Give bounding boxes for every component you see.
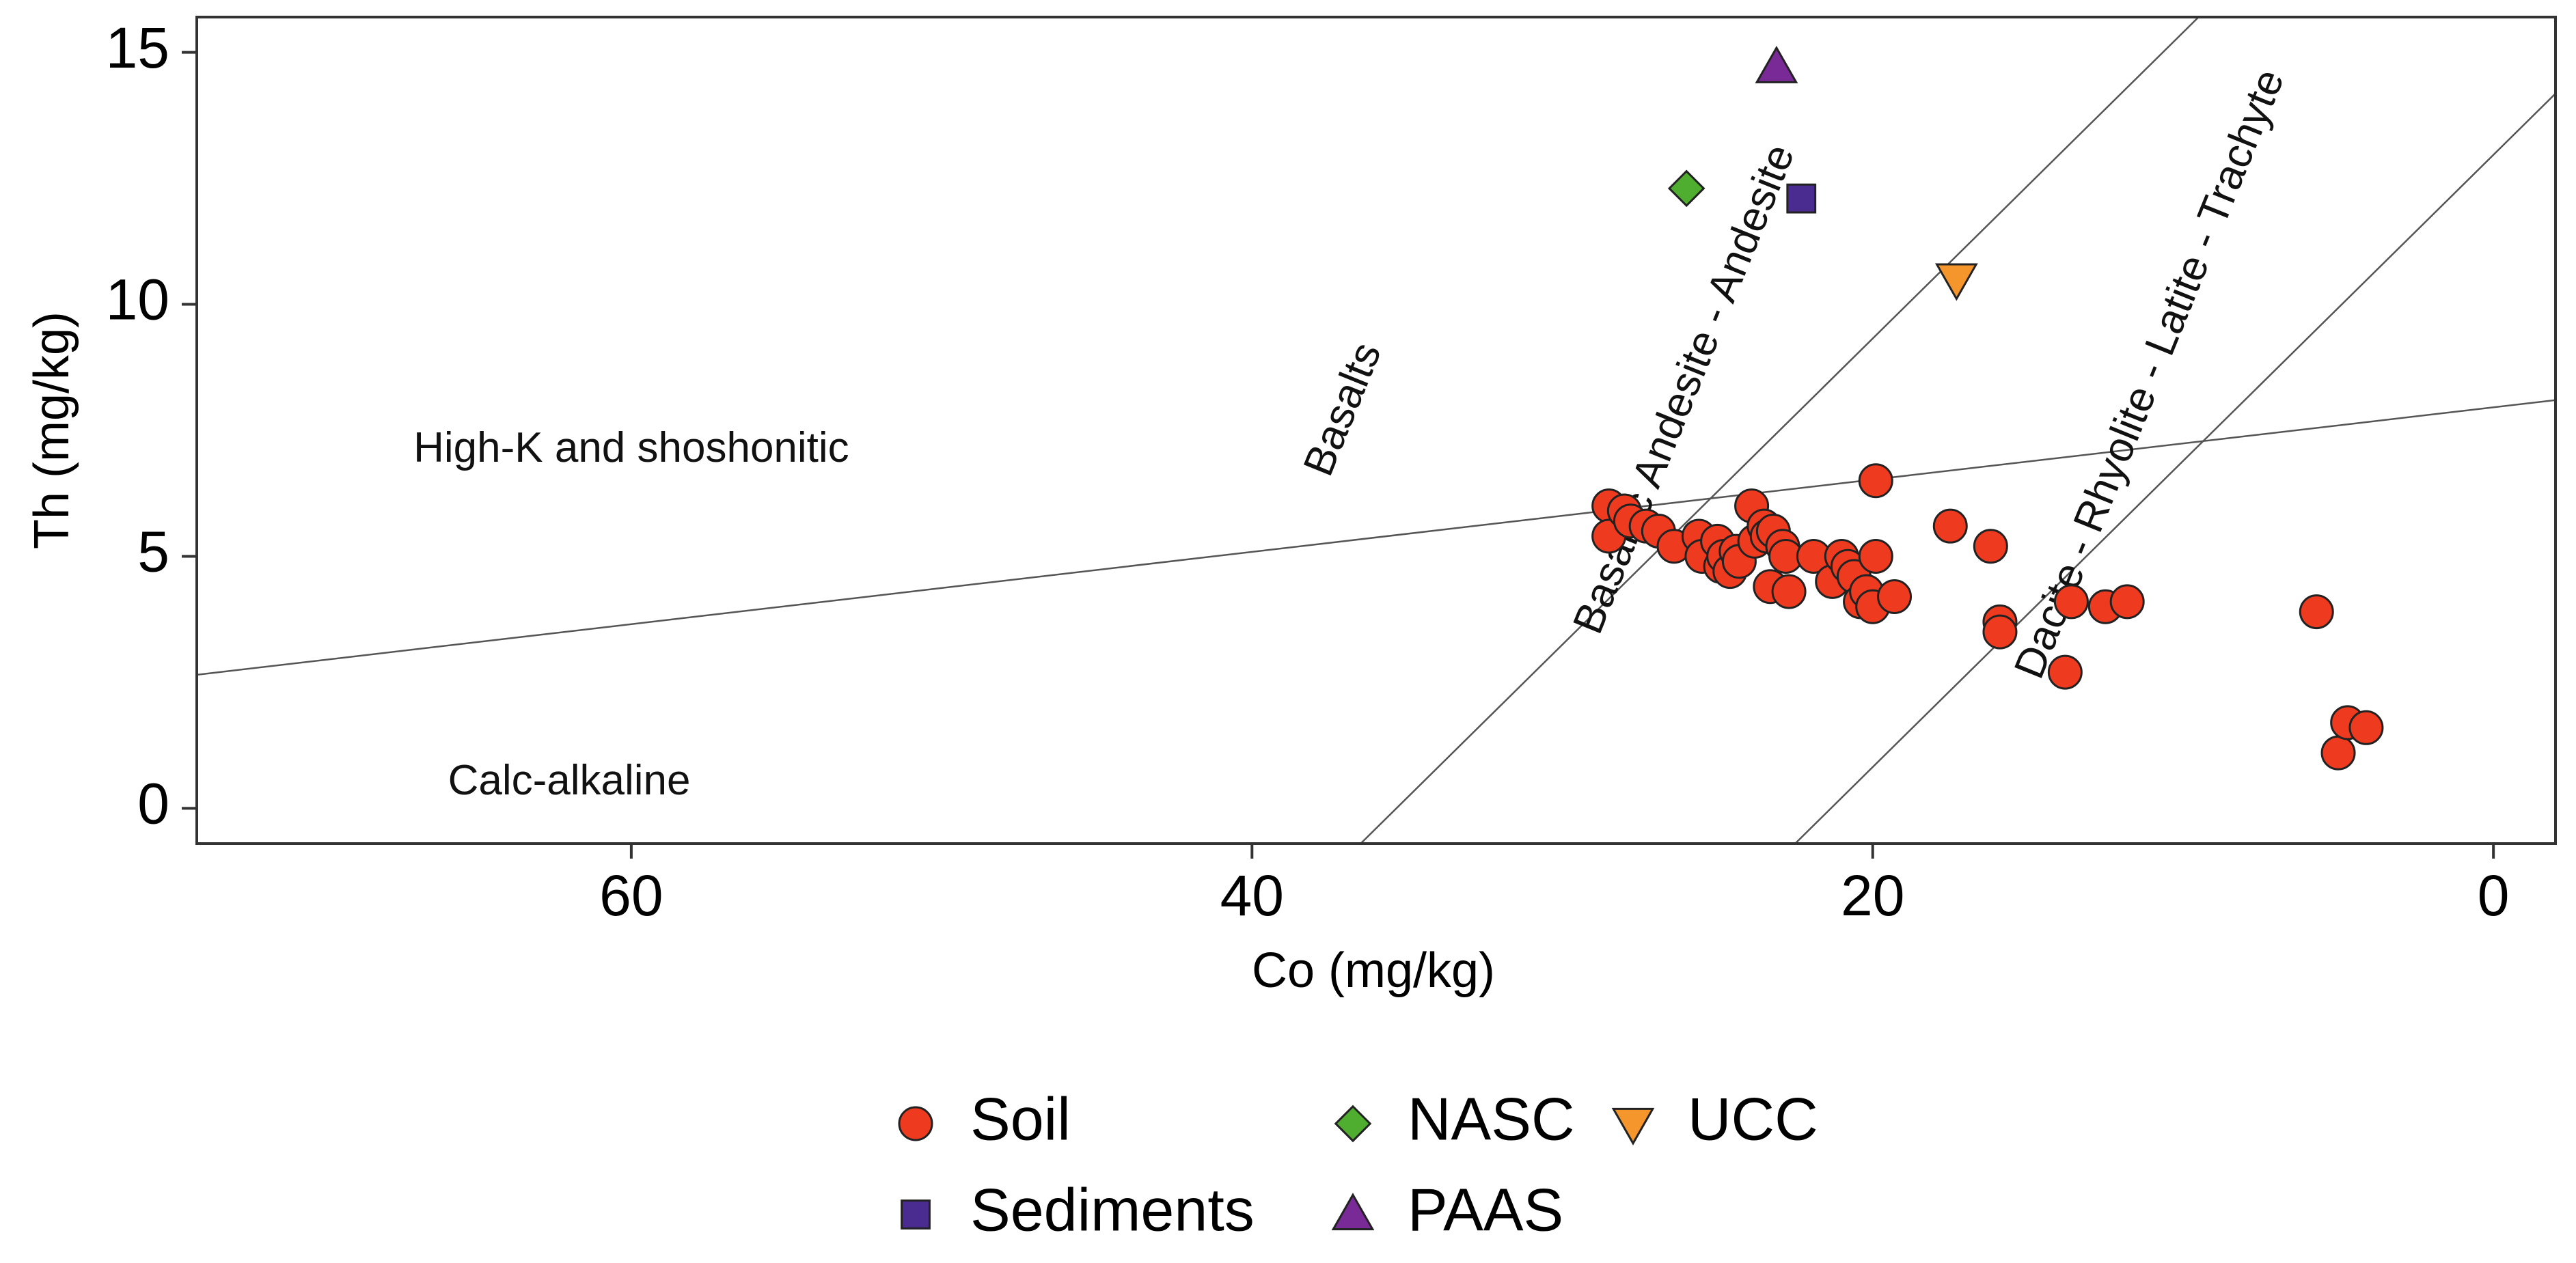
andesite-divider [1794,92,2556,844]
y-tick-label: 5 [137,520,169,584]
soil-point [2348,710,2384,745]
legend-ucc-label: UCC [1688,1085,1818,1152]
series-sediments [1786,183,1817,214]
legend-nasc-label: NASC [1408,1085,1575,1152]
soil-point [2053,584,2089,620]
ucc-point [1934,263,1978,301]
soil-point [2047,654,2083,690]
legend-sediments-label: Sediments [970,1176,1255,1243]
legend-nasc-marker [1334,1105,1372,1143]
series-ucc [1934,263,1978,301]
soil-point [2109,584,2145,620]
x-tick-label: 40 [1220,863,1284,928]
y-tick-label: 15 [106,16,169,80]
soil-point [1858,463,1893,499]
y-axis: 0 5 10 15 [106,16,197,836]
soil-point [1877,579,1913,614]
x-axis: 60 40 20 0 [599,844,2510,928]
legend-item-ucc: UCC [1611,1085,1818,1152]
series-paas [1755,45,1798,83]
legend-item-sediments: Sediments [901,1176,1255,1243]
x-tick-label: 20 [1841,863,1904,928]
x-tick-label: 60 [599,863,663,928]
boundary-lines [197,17,2556,844]
soil-point [1932,508,1968,544]
soil-point [2320,735,2356,771]
paas-point [1755,45,1798,83]
sediments-point [1786,183,1817,214]
x-axis-title: Co (mg/kg) [1252,943,1495,998]
y-axis-title: Th (mg/kg) [25,311,79,549]
plot-frame [195,16,2557,845]
legend-paas-label: PAAS [1408,1176,1563,1243]
data-points [1591,45,2384,771]
soil-point [2299,594,2334,630]
legend-sediments-marker [901,1199,931,1230]
x-tick-label: 0 [2478,863,2510,928]
legend-paas-marker [1331,1193,1375,1231]
y-tick-label: 10 [106,268,169,332]
legend: Soil Sediments NASC PAAS UCC [898,1085,1818,1243]
y-tick-label: 0 [137,772,169,836]
legend-item-soil: Soil [898,1085,1071,1152]
soil-point [1771,574,1807,609]
soil-point [1858,538,1893,574]
soil-point [1982,614,2018,650]
calc-alkaline-label: Calc-alkaline [448,757,691,804]
basalt-divider [1360,17,2200,844]
series-soil [1591,463,2384,771]
nasc-point [1667,169,1705,208]
series-nasc [1667,169,1705,208]
legend-soil-label: Soil [970,1085,1071,1152]
legend-ucc-marker [1611,1107,1655,1146]
legend-soil-marker [898,1106,933,1141]
high-k-label: High-K and shoshonitic [413,424,849,471]
calc-alkaline-divider [197,399,2556,676]
soil-point [1973,529,2008,564]
legend-item-nasc: NASC [1334,1085,1575,1152]
legend-item-paas: PAAS [1331,1176,1563,1243]
